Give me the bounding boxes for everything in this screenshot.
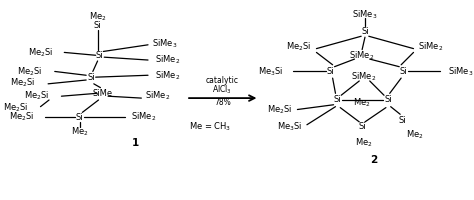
Text: catalytic: catalytic [206, 76, 239, 85]
Text: SiMe: SiMe [92, 89, 112, 98]
Text: AlCl$_3$: AlCl$_3$ [212, 83, 232, 96]
Text: Si: Si [398, 116, 406, 125]
Text: Me$_2$Si: Me$_2$Si [10, 77, 36, 89]
Text: SiMe$_3$: SiMe$_3$ [152, 38, 177, 50]
Text: Si: Si [358, 122, 366, 131]
Text: Me$_2$: Me$_2$ [71, 125, 88, 138]
Text: SiMe$_2$: SiMe$_2$ [131, 111, 156, 123]
Text: SiMe$_2$: SiMe$_2$ [155, 69, 180, 82]
Text: 78%: 78% [214, 98, 231, 107]
Text: Me$_2$Si: Me$_2$Si [17, 65, 42, 78]
Text: Me$_2$Si: Me$_2$Si [3, 101, 28, 114]
Text: SiMe$_3$: SiMe$_3$ [448, 65, 473, 78]
Text: Si: Si [384, 95, 392, 104]
Text: SiMe$_2$: SiMe$_2$ [145, 90, 171, 102]
Text: Me$_2$Si: Me$_2$Si [27, 46, 53, 59]
Text: Si: Si [327, 67, 335, 76]
Text: Me$_2$Si: Me$_2$Si [267, 103, 292, 116]
Text: Si: Si [96, 51, 103, 60]
Text: Si: Si [87, 73, 95, 82]
Text: SiMe$_2$: SiMe$_2$ [418, 40, 444, 53]
Text: Me$_2$Si: Me$_2$Si [9, 111, 34, 123]
Text: SiMe$_2$: SiMe$_2$ [155, 54, 180, 66]
Text: Me$_2$Si: Me$_2$Si [24, 90, 49, 102]
Text: 2: 2 [370, 155, 377, 165]
Text: Me$_2$: Me$_2$ [89, 11, 106, 23]
Text: Me$_3$Si: Me$_3$Si [258, 65, 283, 78]
Text: Si: Si [361, 27, 369, 36]
Text: Me$_3$Si: Me$_3$Si [277, 120, 302, 133]
Text: SiMe$_2$: SiMe$_2$ [349, 49, 375, 62]
Text: Me$_2$: Me$_2$ [353, 97, 371, 109]
Text: Si: Si [76, 113, 83, 122]
Text: Si: Si [334, 95, 341, 104]
Text: Me = CH$_3$: Me = CH$_3$ [189, 120, 231, 133]
Text: SiMe$_2$: SiMe$_2$ [351, 71, 377, 83]
Text: 1: 1 [132, 138, 139, 148]
Text: SiMe$_3$: SiMe$_3$ [352, 8, 378, 21]
Text: Si: Si [399, 67, 407, 76]
Text: Me$_2$: Me$_2$ [355, 137, 373, 149]
Text: Me$_2$: Me$_2$ [406, 128, 423, 141]
Text: Si: Si [94, 21, 101, 30]
Text: Me$_2$Si: Me$_2$Si [286, 40, 312, 53]
